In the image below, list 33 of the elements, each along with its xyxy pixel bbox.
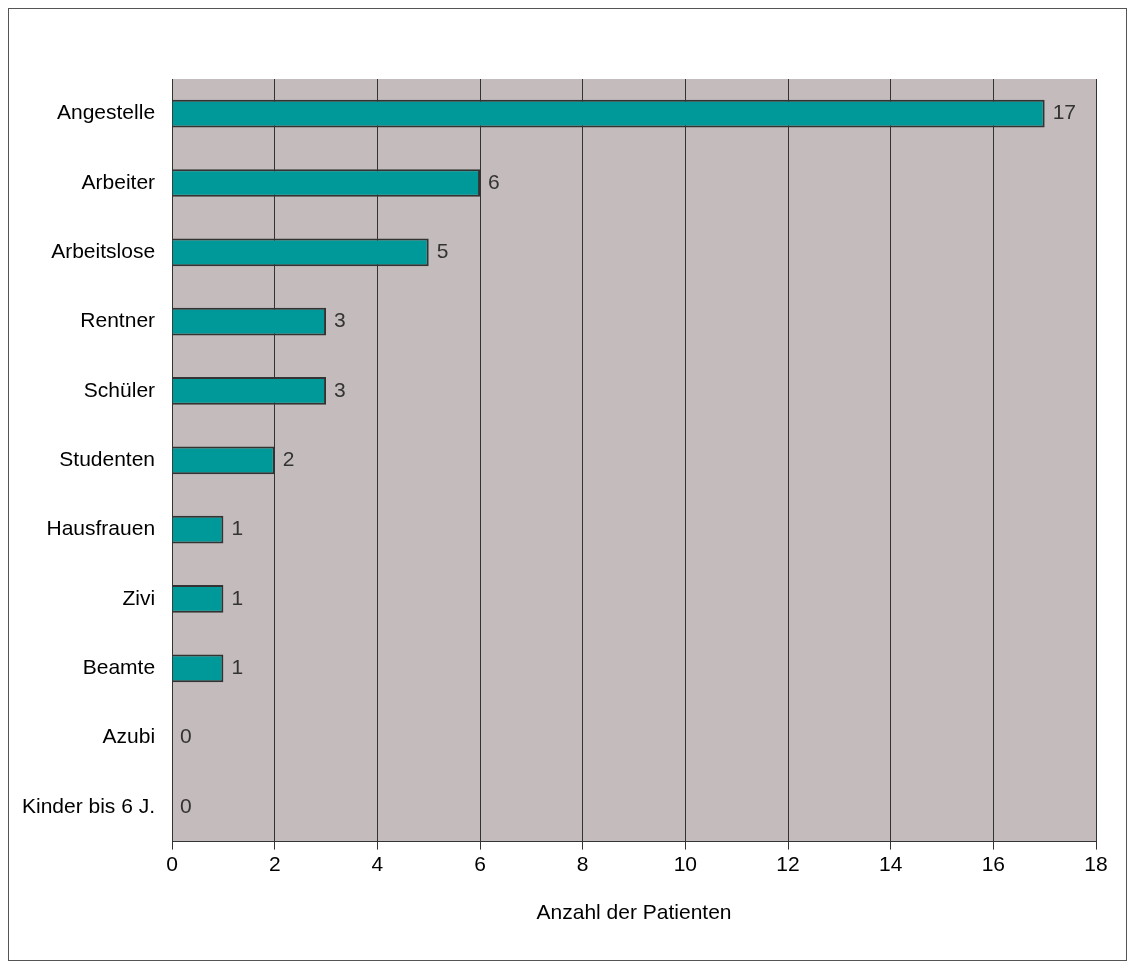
y-tick-label: Studenten (59, 447, 156, 471)
data-label: 3 (334, 377, 346, 401)
data-label: 1 (231, 516, 244, 540)
x-tick-label: 0 (166, 852, 178, 875)
data-label: 2 (282, 447, 295, 471)
y-tick-label: Schüler (83, 377, 156, 401)
x-tick-label: 18 (1084, 852, 1108, 875)
y-tick-label: Kinder bis 6 J. (21, 793, 156, 817)
y-tick-label: Angestelle (56, 100, 156, 124)
data-label: 6 (488, 169, 500, 193)
y-tick-label: Beamte (82, 655, 156, 679)
y-tick-label: Rentner (80, 308, 156, 332)
x-tick-label: 12 (776, 852, 800, 875)
y-tick-label: Arbeitslose (51, 239, 156, 263)
x-tick-label: 14 (879, 852, 903, 875)
data-label: 5 (436, 239, 449, 263)
data-label: 3 (334, 308, 346, 332)
y-tick-label: Hausfrauen (46, 516, 156, 540)
y-tick-label: Zivi (122, 585, 156, 609)
y-tick-label: Azubi (102, 724, 156, 748)
x-tick-label: 6 (474, 852, 486, 875)
data-label: 0 (180, 793, 192, 817)
x-axis-title: Anzahl der Patienten (536, 900, 732, 924)
data-label: 1 (231, 655, 244, 679)
data-label: 0 (180, 724, 192, 748)
y-tick-label: Arbeiter (81, 169, 156, 193)
x-tick-label: 8 (576, 852, 589, 875)
x-tick-label: 16 (981, 852, 1006, 875)
x-tick-label: 10 (673, 852, 698, 875)
x-tick-label: 4 (371, 852, 384, 875)
x-tick-label: 2 (268, 852, 281, 875)
data-label: 17 (1052, 100, 1077, 124)
data-label: 1 (231, 585, 244, 609)
